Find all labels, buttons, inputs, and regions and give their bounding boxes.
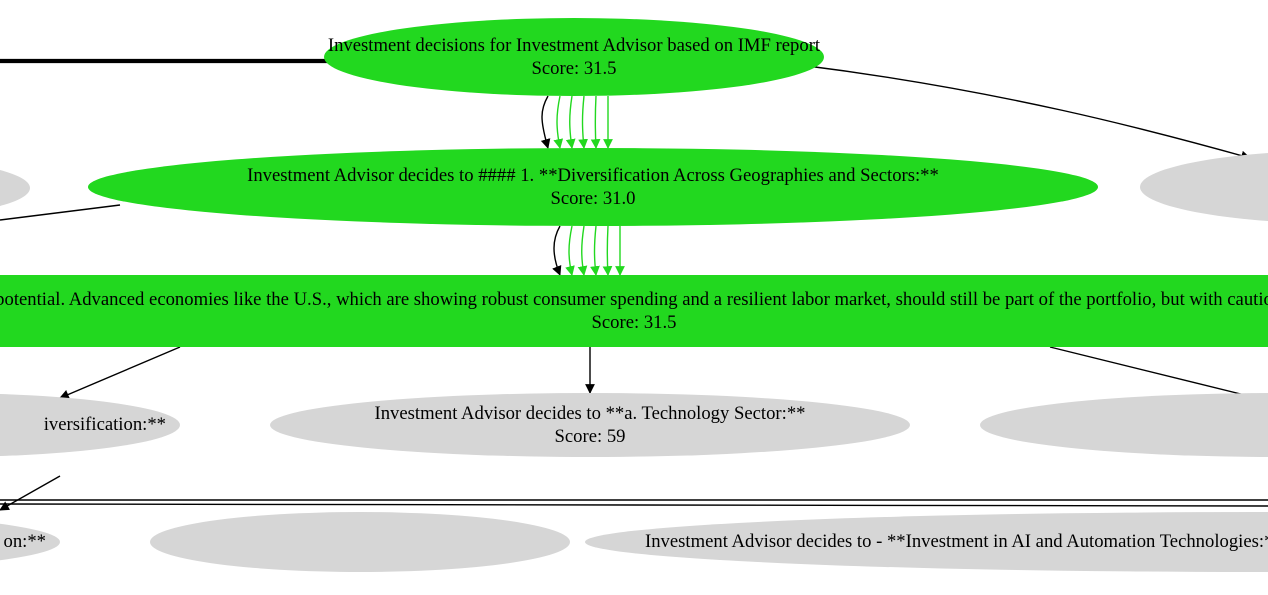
node-diversification: Investment Advisor decides to #### 1. **… xyxy=(88,148,1098,226)
node-root-label: Investment decisions for Investment Advi… xyxy=(328,34,820,57)
node-root: Investment decisions for Investment Advi… xyxy=(324,18,824,96)
node-left-partial-on-label: on:** xyxy=(4,530,47,553)
node-tech-sector-score: Score: 59 xyxy=(555,425,626,448)
node-long-text: potential. Advanced economies like the U… xyxy=(0,275,1268,347)
node-long-text-label: potential. Advanced economies like the U… xyxy=(0,288,1268,311)
node-bottom-sliver xyxy=(150,512,570,572)
node-root-score: Score: 31.5 xyxy=(532,57,617,80)
node-tech-sector-label: Investment Advisor decides to **a. Techn… xyxy=(375,402,806,425)
node-diversification-label: Investment Advisor decides to #### 1. **… xyxy=(247,164,939,187)
node-left-partial-div-label: iversification:** xyxy=(44,413,166,436)
node-diversification-score: Score: 31.0 xyxy=(551,187,636,210)
node-tech-sector: Investment Advisor decides to **a. Techn… xyxy=(270,393,910,457)
node-ai-automation-label: Investment Advisor decides to - **Invest… xyxy=(645,530,1268,553)
node-long-text-score: Score: 31.5 xyxy=(592,311,677,334)
